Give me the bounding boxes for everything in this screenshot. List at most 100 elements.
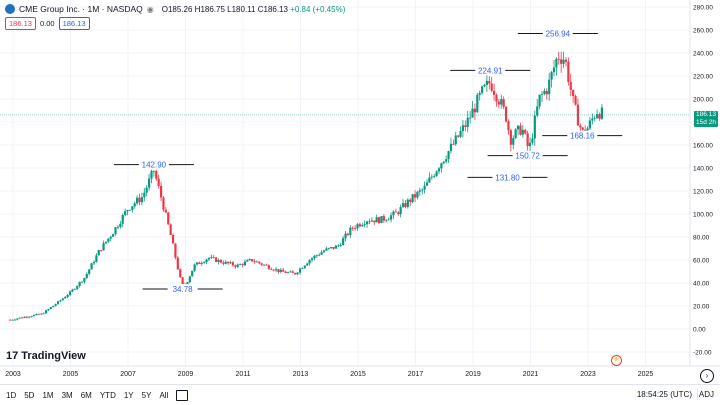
chart-canvas[interactable]: 280.00260.00240.00220.00200.00180.00160.… [0, 0, 720, 384]
candle-body [47, 309, 50, 311]
y-tick-label: 240.00 [693, 51, 713, 58]
candle-body [593, 117, 596, 119]
candle-body [382, 216, 385, 221]
candle-body [159, 185, 163, 198]
candle-body [133, 203, 136, 207]
adj-toggle[interactable]: ADJ [698, 390, 714, 399]
range-ytd[interactable]: YTD [99, 390, 116, 400]
candle-body [318, 254, 321, 256]
candle-body [339, 245, 342, 246]
clock-time[interactable]: 18:54:25 (UTC) [636, 390, 692, 399]
candle-body [191, 270, 194, 277]
annotation-label: 168.16 [570, 132, 595, 141]
annotation-label: 131.80 [495, 173, 520, 182]
candle-body [25, 316, 28, 318]
candle-body [176, 257, 179, 270]
candle-body [215, 257, 218, 262]
candle-body [481, 86, 484, 93]
annotation-label-bg [567, 130, 598, 141]
candle-body [562, 59, 565, 64]
candle-body [454, 135, 457, 145]
x-tick-label: 2025 [638, 371, 654, 378]
candle-body [380, 216, 383, 224]
ohlc-close: C186.13 [257, 4, 288, 14]
x-tick-label: 2017 [408, 371, 424, 378]
candle-body [442, 161, 445, 164]
candle-body [200, 263, 203, 264]
candle-body [234, 265, 237, 267]
symbol-header: CME Group Inc. · 1M · NASDAQ ◉ O185.26 H… [5, 4, 345, 14]
candle-body [310, 258, 314, 261]
candle-body [88, 269, 91, 274]
annotation-label-bg [492, 172, 523, 183]
candle-body [90, 263, 93, 270]
candle-body [258, 261, 261, 264]
range-3m[interactable]: 3M [61, 390, 73, 400]
candle-body [327, 247, 330, 249]
candle-body [385, 220, 388, 222]
candle-body [119, 223, 122, 227]
candle-body [114, 227, 117, 235]
candle-body [332, 247, 335, 249]
annotation-label-bg [542, 28, 573, 39]
candle-body [207, 257, 211, 260]
range-5y[interactable]: 5Y [141, 390, 152, 400]
x-tick-label: 2009 [178, 371, 194, 378]
candle-body [514, 129, 517, 139]
range-all[interactable]: All [159, 390, 169, 400]
candle-body [16, 318, 19, 320]
candle-body [128, 209, 132, 211]
candle-body [389, 215, 393, 220]
candle-body [430, 176, 433, 178]
candle-body [56, 301, 60, 305]
candle-body [13, 319, 17, 321]
range-6m[interactable]: 6M [80, 390, 92, 400]
range-5d[interactable]: 5D [24, 390, 35, 400]
candle-body [229, 262, 232, 264]
buy-button[interactable]: 186.13 [58, 17, 90, 30]
range-buttons: 1D 5D 1M 3M 6M YTD 1Y 5Y All [6, 391, 168, 400]
candle-body [437, 168, 441, 172]
candle-body [155, 170, 158, 179]
symbol-title[interactable]: CME Group Inc. · 1M · NASDAQ [19, 4, 143, 14]
candle-body [397, 212, 400, 214]
candle-body [490, 83, 493, 91]
dividend-event-icon[interactable]: ⚡ [611, 355, 622, 366]
sell-button[interactable]: 186.13 [5, 17, 36, 30]
candle-body [531, 138, 534, 143]
candle-body [44, 310, 48, 314]
tradingview-logo[interactable]: 17 TradingView [6, 350, 86, 362]
eye-icon[interactable]: ◉ [146, 4, 154, 14]
candle-body [538, 94, 541, 107]
candle-body [322, 250, 326, 253]
candle-body [356, 224, 359, 229]
candle-body [540, 93, 544, 95]
candle-body [262, 264, 266, 266]
candle-body [492, 90, 496, 95]
current-price-value: 186.13 [696, 111, 716, 118]
range-1d[interactable]: 1D [6, 390, 17, 400]
candle-body [306, 263, 309, 266]
candle-body [572, 89, 575, 97]
candle-body [375, 217, 378, 223]
candle-body [35, 313, 38, 315]
annotation-label: 142.90 [142, 161, 167, 170]
candle-body [279, 269, 282, 272]
range-1m[interactable]: 1M [42, 390, 54, 400]
candle-body [330, 247, 333, 248]
calendar-icon[interactable] [176, 389, 189, 401]
candle-body [325, 248, 328, 251]
tradingview-mark-icon: 17 [6, 350, 19, 362]
candle-body [459, 131, 462, 137]
y-tick-label: -20.00 [693, 350, 712, 357]
candle-body [301, 268, 304, 269]
candle-body [533, 115, 536, 139]
bar-countdown: 15d 2h [696, 119, 716, 126]
go-to-realtime-icon[interactable]: › [700, 369, 714, 383]
candle-body [507, 121, 510, 131]
candle-body [195, 262, 199, 265]
candle-body [167, 212, 170, 225]
range-1y[interactable]: 1Y [123, 390, 134, 400]
candle-body [394, 211, 397, 213]
candle-body [85, 273, 88, 278]
